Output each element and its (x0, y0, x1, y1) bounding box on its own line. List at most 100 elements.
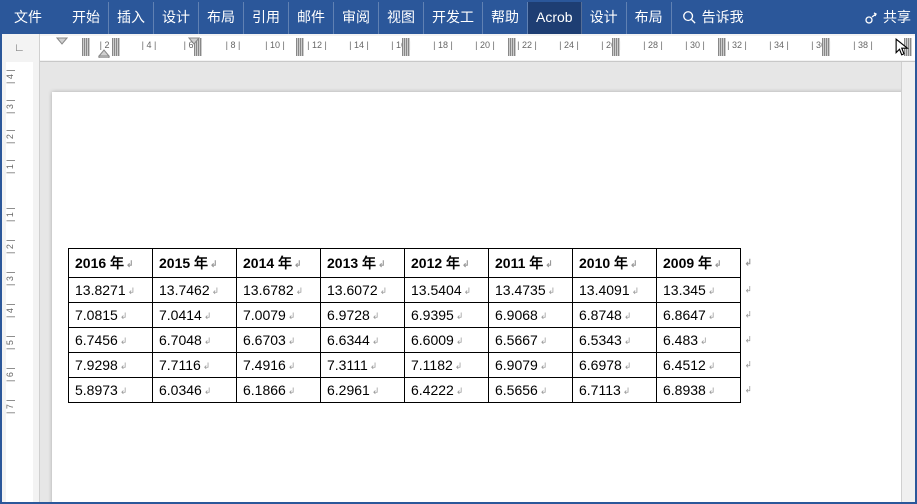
table-cell[interactable]: 6.9728↲ (321, 303, 405, 328)
ribbon-tab-3[interactable]: 布局 (199, 0, 244, 34)
search-icon (682, 10, 696, 24)
table-cell[interactable]: 13.4091↲ (573, 278, 657, 303)
table-cell[interactable]: 7.9298↲ (69, 353, 153, 378)
table-cell[interactable]: 13.345↲↲ (657, 278, 741, 303)
paragraph-mark-icon: ↲ (624, 361, 632, 371)
table-cell[interactable]: 6.6703↲ (237, 328, 321, 353)
paragraph-mark-icon: ↲ (380, 286, 388, 296)
ribbon-tab-5[interactable]: 邮件 (289, 0, 334, 34)
table-cell[interactable]: 6.9068↲ (489, 303, 573, 328)
column-marker[interactable] (82, 38, 90, 56)
table-header-cell[interactable]: 2014 年↲ (237, 249, 321, 278)
vertical-ruler[interactable]: | 4 || 3 || 2 || 1 || 1 || 2 || 3 || 4 |… (0, 62, 40, 504)
cell-text: 7.4916 (243, 357, 286, 373)
table-cell[interactable]: 6.7048↲ (153, 328, 237, 353)
first-line-indent-marker[interactable] (56, 36, 68, 58)
table-cell[interactable]: 6.7113↲ (573, 378, 657, 403)
cell-text: 6.8647 (663, 307, 706, 323)
table-cell[interactable]: 6.0346↲ (153, 378, 237, 403)
ribbon-tab-11[interactable]: 设计 (582, 0, 627, 34)
column-marker[interactable] (508, 38, 516, 56)
table-cell[interactable]: 7.0079↲ (237, 303, 321, 328)
cell-text: 6.0346 (159, 382, 202, 398)
ribbon-tab-1[interactable]: 插入 (109, 0, 154, 34)
table-cell[interactable]: 13.7462↲ (153, 278, 237, 303)
column-marker[interactable] (112, 38, 120, 56)
cell-text: 7.0815 (75, 307, 118, 323)
table-cell[interactable]: 13.8271↲ (69, 278, 153, 303)
table-header-cell[interactable]: 2010 年↲ (573, 249, 657, 278)
table-cell[interactable]: 7.7116↲ (153, 353, 237, 378)
table-header-cell[interactable]: 2016 年↲ (69, 249, 153, 278)
table-cell[interactable]: 6.5343↲ (573, 328, 657, 353)
document-page[interactable]: 2016 年↲2015 年↲2014 年↲2013 年↲2012 年↲2011 … (52, 92, 912, 504)
table-cell[interactable]: 6.6978↲ (573, 353, 657, 378)
table-cell[interactable]: 6.4222↲ (405, 378, 489, 403)
row-end-mark-icon: ↲ (744, 385, 752, 396)
cell-text: 6.9728 (327, 307, 370, 323)
ribbon-tab-4[interactable]: 引用 (244, 0, 289, 34)
column-marker[interactable] (822, 38, 830, 56)
table-cell[interactable]: 7.1182↲ (405, 353, 489, 378)
column-marker[interactable] (718, 38, 726, 56)
cell-text: 7.0079 (243, 307, 286, 323)
table-cell[interactable]: 7.0414↲ (153, 303, 237, 328)
cell-text: 13.4091 (579, 282, 630, 298)
table-header-cell[interactable]: 2011 年↲ (489, 249, 573, 278)
table-cell[interactable]: 6.8748↲ (573, 303, 657, 328)
ribbon-tab-7[interactable]: 视图 (379, 0, 424, 34)
hruler-tick: | 8 | (226, 40, 241, 50)
table-cell[interactable]: 7.3111↲ (321, 353, 405, 378)
ribbon-tab-10[interactable]: Acrob (528, 0, 582, 34)
paragraph-mark-icon: ↲ (624, 336, 632, 346)
ribbon-tab-9[interactable]: 帮助 (483, 0, 528, 34)
cell-text: 13.4735 (495, 282, 546, 298)
table-cell[interactable]: 6.7456↲ (69, 328, 153, 353)
ribbon-tab-2[interactable]: 设计 (154, 0, 199, 34)
table-cell[interactable]: 6.6344↲ (321, 328, 405, 353)
column-marker[interactable] (612, 38, 620, 56)
paragraph-mark-icon: ↲ (714, 259, 722, 269)
table-header-cell[interactable]: 2013 年↲ (321, 249, 405, 278)
share-button[interactable]: 共享 (853, 0, 917, 34)
table-cell[interactable]: 13.6072↲ (321, 278, 405, 303)
table-cell[interactable]: 7.4916↲ (237, 353, 321, 378)
table-cell[interactable]: 6.1866↲ (237, 378, 321, 403)
left-indent-marker[interactable] (98, 36, 110, 58)
cell-text: 6.6978 (579, 357, 622, 373)
table-cell[interactable]: 6.5667↲ (489, 328, 573, 353)
table-cell[interactable]: 6.4512↲↲ (657, 353, 741, 378)
ribbon-tab-0[interactable]: 开始 (64, 0, 109, 34)
tab-file[interactable]: 文件 (0, 0, 56, 34)
table-cell[interactable]: 6.8938↲↲ (657, 378, 741, 403)
table-cell[interactable]: 6.5656↲ (489, 378, 573, 403)
table-cell[interactable]: 6.8647↲↲ (657, 303, 741, 328)
cell-text: 13.6072 (327, 282, 378, 298)
column-marker[interactable] (296, 38, 304, 56)
first-line-indent-marker[interactable] (188, 36, 200, 58)
ribbon-tab-8[interactable]: 开发工 (424, 0, 483, 34)
table-header-cell[interactable]: 2009 年↲↲ (657, 249, 741, 278)
table-cell[interactable]: 13.4735↲ (489, 278, 573, 303)
table-cell[interactable]: 6.9395↲ (405, 303, 489, 328)
table-cell[interactable]: 6.6009↲ (405, 328, 489, 353)
horizontal-ruler[interactable]: | 2 || 4 || 6 || 8 || 10 || 12 || 14 || … (40, 36, 917, 60)
table-cell[interactable]: 7.0815↲ (69, 303, 153, 328)
table-cell[interactable]: 13.6782↲ (237, 278, 321, 303)
ribbon-tab-12[interactable]: 布局 (627, 0, 672, 34)
table-cell[interactable]: 6.9079↲ (489, 353, 573, 378)
tell-me-search[interactable]: 告诉我 (672, 0, 754, 34)
data-table[interactable]: 2016 年↲2015 年↲2014 年↲2013 年↲2012 年↲2011 … (68, 248, 741, 403)
cell-text: 7.3111 (327, 357, 368, 373)
ribbon-tab-6[interactable]: 审阅 (334, 0, 379, 34)
table-cell[interactable]: 6.2961↲ (321, 378, 405, 403)
table-cell[interactable]: 6.483↲↲ (657, 328, 741, 353)
table-cell[interactable]: 5.8973↲ (69, 378, 153, 403)
table-cell[interactable]: 13.5404↲ (405, 278, 489, 303)
tab-stop-selector[interactable]: ∟ (0, 34, 40, 62)
table-header-cell[interactable]: 2012 年↲ (405, 249, 489, 278)
table-header-cell[interactable]: 2015 年↲ (153, 249, 237, 278)
column-marker[interactable] (402, 38, 410, 56)
vertical-scrollbar[interactable] (901, 62, 917, 504)
paragraph-mark-icon: ↲ (548, 286, 556, 296)
